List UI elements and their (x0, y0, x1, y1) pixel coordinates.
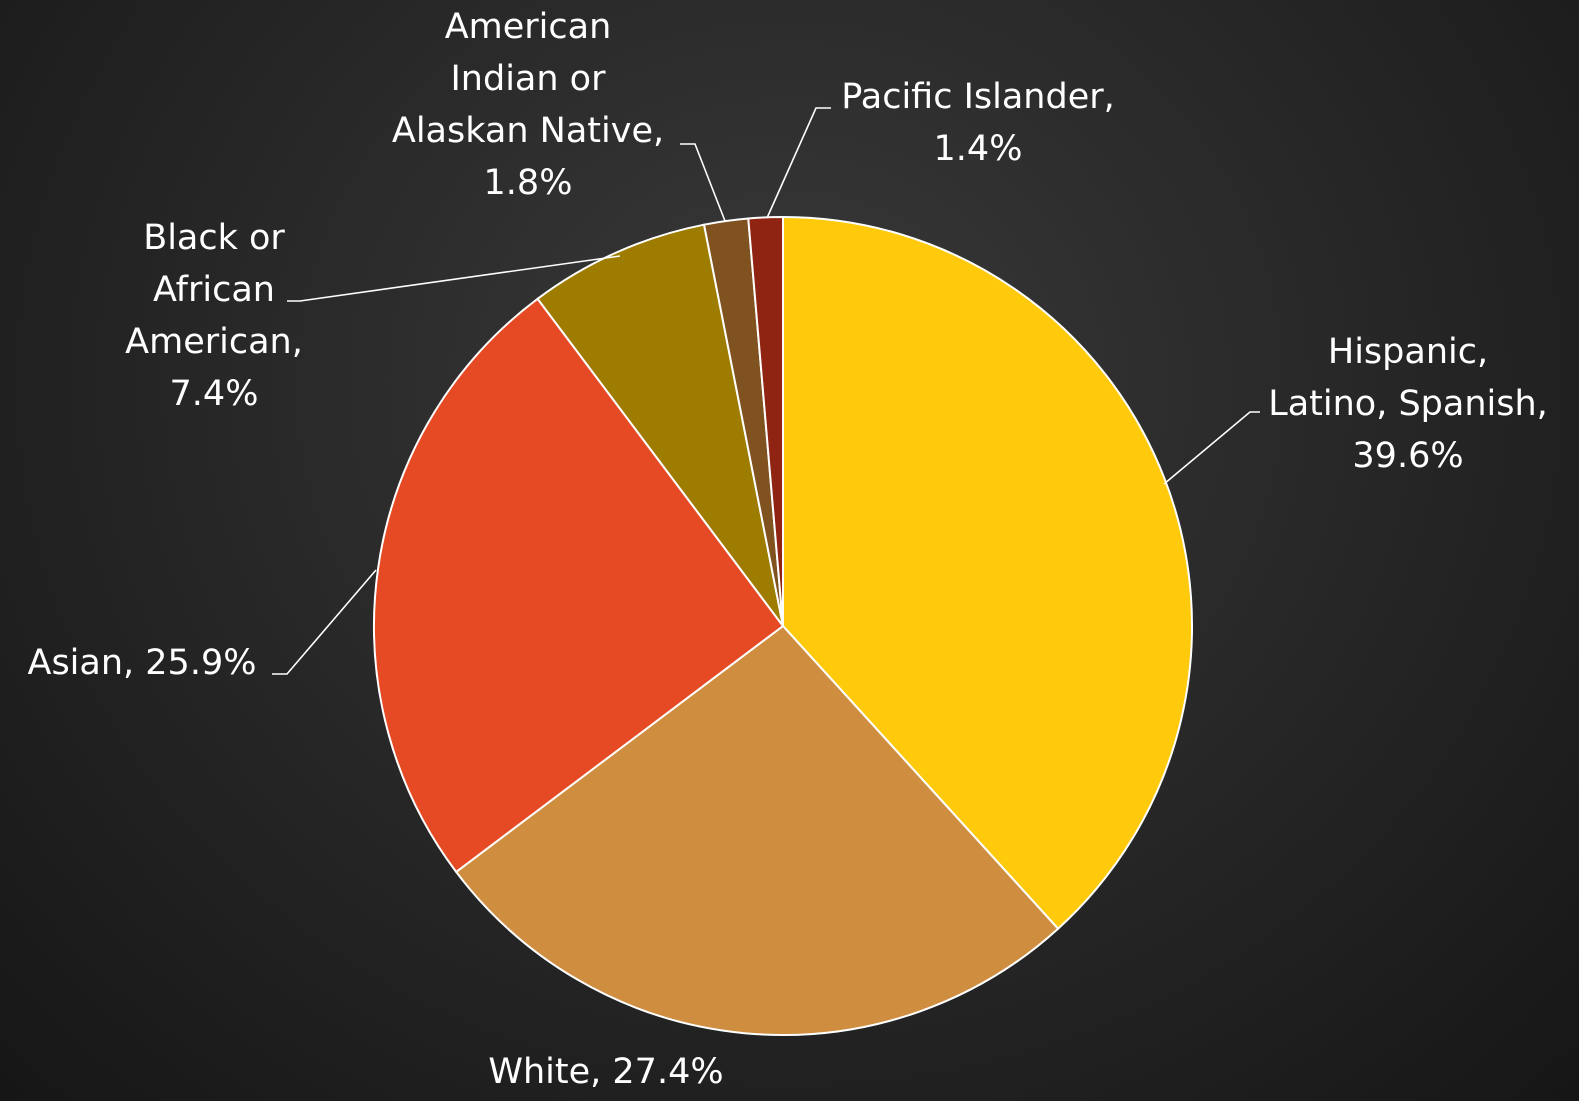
data-label-line: American, (125, 322, 303, 362)
data-label-1: White, 27.4% (488, 1052, 723, 1092)
leader-line-0 (1163, 411, 1260, 485)
data-label-line: Asian, 25.9% (28, 643, 257, 683)
data-label-4: American Indian or Alaskan Native, 1.8% (392, 7, 664, 203)
leader-line-4 (680, 143, 726, 222)
pie-slice-hispanic-latino-spanish (782, 215, 1193, 931)
data-label-2: Asian, 25.9% (28, 643, 257, 683)
data-label-line: 1.8% (484, 163, 573, 203)
data-label-3: Black or African American, 7.4% (125, 218, 303, 414)
data-label-5: Pacific Islander, 1.4% (841, 77, 1115, 169)
data-label-line: White, 27.4% (488, 1052, 723, 1092)
data-label-line: Pacific Islander, (841, 77, 1115, 117)
data-label-line: Latino, Spanish, (1268, 384, 1548, 424)
data-label-line: 39.6% (1352, 436, 1463, 476)
pie-slice-white (454, 624, 1060, 1036)
data-label-0: Hispanic, Latino, Spanish, 39.6% (1268, 332, 1548, 476)
data-label-line: Indian or (450, 59, 606, 99)
pie-slice-pacific-islander (747, 215, 784, 627)
leader-line-3 (287, 255, 621, 302)
data-label-line: Alaskan Native, (392, 111, 664, 151)
data-label-line: 1.4% (934, 129, 1023, 169)
pie-slice-black-or-african-american (536, 223, 784, 627)
leader-line-2 (272, 569, 377, 675)
data-label-line: Hispanic, (1328, 332, 1488, 372)
pie-slice-asian (373, 297, 785, 874)
data-label-line: American (445, 7, 612, 47)
data-label-line: Black or (143, 218, 285, 258)
leader-line-5 (766, 107, 831, 219)
data-label-line: 7.4% (170, 374, 259, 414)
data-label-line: African (153, 270, 275, 310)
